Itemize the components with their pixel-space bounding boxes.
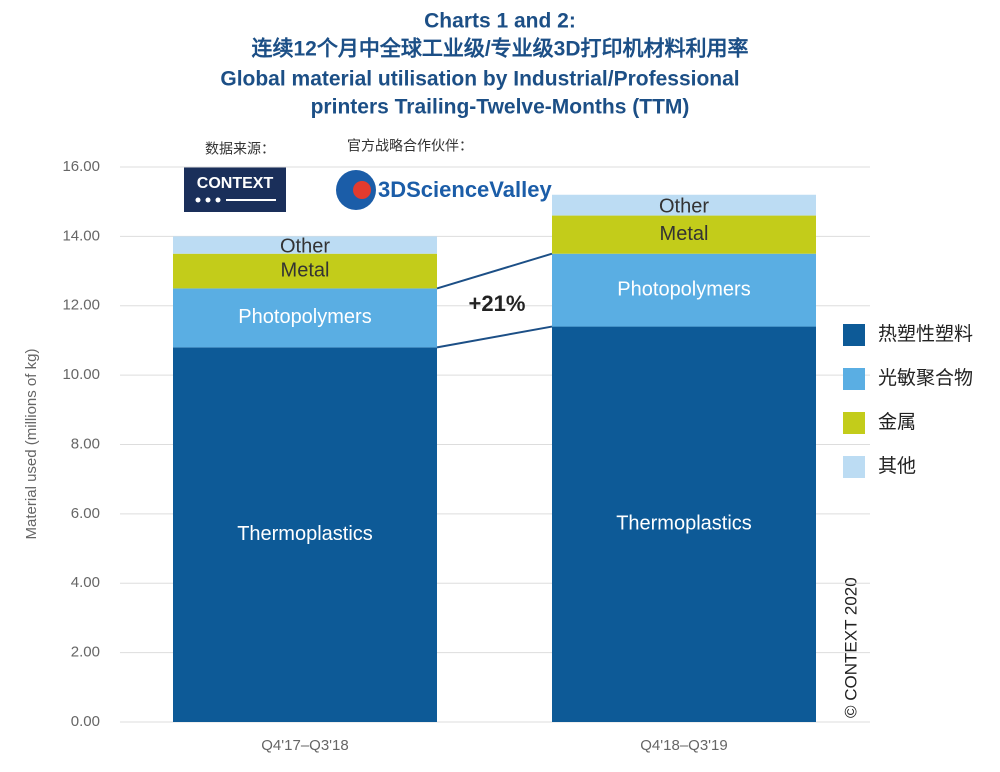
bar-segment bbox=[552, 326, 816, 722]
segment-label: Thermoplastics bbox=[237, 523, 373, 545]
bar-segment bbox=[552, 215, 816, 254]
y-axis-label: Material used (millions of kg) bbox=[23, 349, 40, 540]
bar-segment bbox=[552, 253, 816, 327]
x-tick-label: Q4'17–Q3'18 bbox=[261, 737, 348, 754]
segment-label: Metal bbox=[281, 259, 330, 281]
legend-swatch bbox=[843, 456, 865, 478]
segment-label: Other bbox=[280, 235, 330, 257]
y-tick-label: 2.00 bbox=[71, 644, 100, 661]
legend-label: 金属 bbox=[878, 411, 916, 433]
legend-label: 光敏聚合物 bbox=[878, 367, 973, 389]
y-tick-label: 8.00 bbox=[71, 435, 100, 452]
segment-label: Thermoplastics bbox=[616, 513, 752, 535]
source-label: 数据来源： bbox=[205, 141, 275, 157]
x-tick-label: Q4'18–Q3'19 bbox=[640, 737, 727, 754]
y-tick-label: 14.00 bbox=[62, 227, 100, 244]
legend-swatch bbox=[843, 324, 865, 346]
bar-segment bbox=[173, 288, 437, 348]
bar-segment bbox=[173, 236, 437, 254]
chart-title: Global material utilisation by Industria… bbox=[220, 68, 739, 91]
source-logo-bg bbox=[184, 167, 286, 212]
y-tick-label: 16.00 bbox=[62, 158, 100, 175]
partner-label: 官方战略合作伙伴： bbox=[347, 138, 473, 154]
legend-swatch bbox=[843, 368, 865, 390]
y-tick-label: 0.00 bbox=[71, 713, 100, 730]
segment-label: Photopolymers bbox=[617, 278, 750, 300]
legend-label: 其他 bbox=[878, 455, 916, 477]
y-tick-label: 12.00 bbox=[62, 297, 100, 314]
segment-label: Other bbox=[659, 195, 709, 217]
bar-segment bbox=[552, 194, 816, 216]
chart-title: 连续12个月中全球工业级/专业级3D打印机材料利用率 bbox=[251, 37, 748, 61]
chart-title: printers Trailing-Twelve-Months (TTM) bbox=[311, 96, 690, 119]
bar-segment bbox=[173, 347, 437, 722]
bar-segment bbox=[173, 253, 437, 289]
partner-logo: 3DScienceValley bbox=[378, 177, 552, 202]
segment-label: Photopolymers bbox=[238, 306, 371, 328]
copyright: © CONTEXT 2020 bbox=[841, 577, 860, 718]
source-logo: CONTEXT bbox=[197, 175, 274, 192]
legend-label: 热塑性塑料 bbox=[878, 323, 973, 345]
legend-swatch bbox=[843, 412, 865, 434]
logo-dots bbox=[195, 197, 276, 203]
segment-label: Metal bbox=[660, 223, 709, 245]
partner-logo-icon bbox=[353, 181, 371, 199]
chart-title: Charts 1 and 2: bbox=[424, 10, 576, 33]
y-tick-label: 10.00 bbox=[62, 366, 100, 383]
y-tick-label: 6.00 bbox=[71, 505, 100, 522]
growth-annotation: +21% bbox=[469, 291, 526, 316]
connector bbox=[436, 325, 553, 349]
connector bbox=[436, 252, 553, 290]
y-tick-label: 4.00 bbox=[71, 574, 100, 591]
